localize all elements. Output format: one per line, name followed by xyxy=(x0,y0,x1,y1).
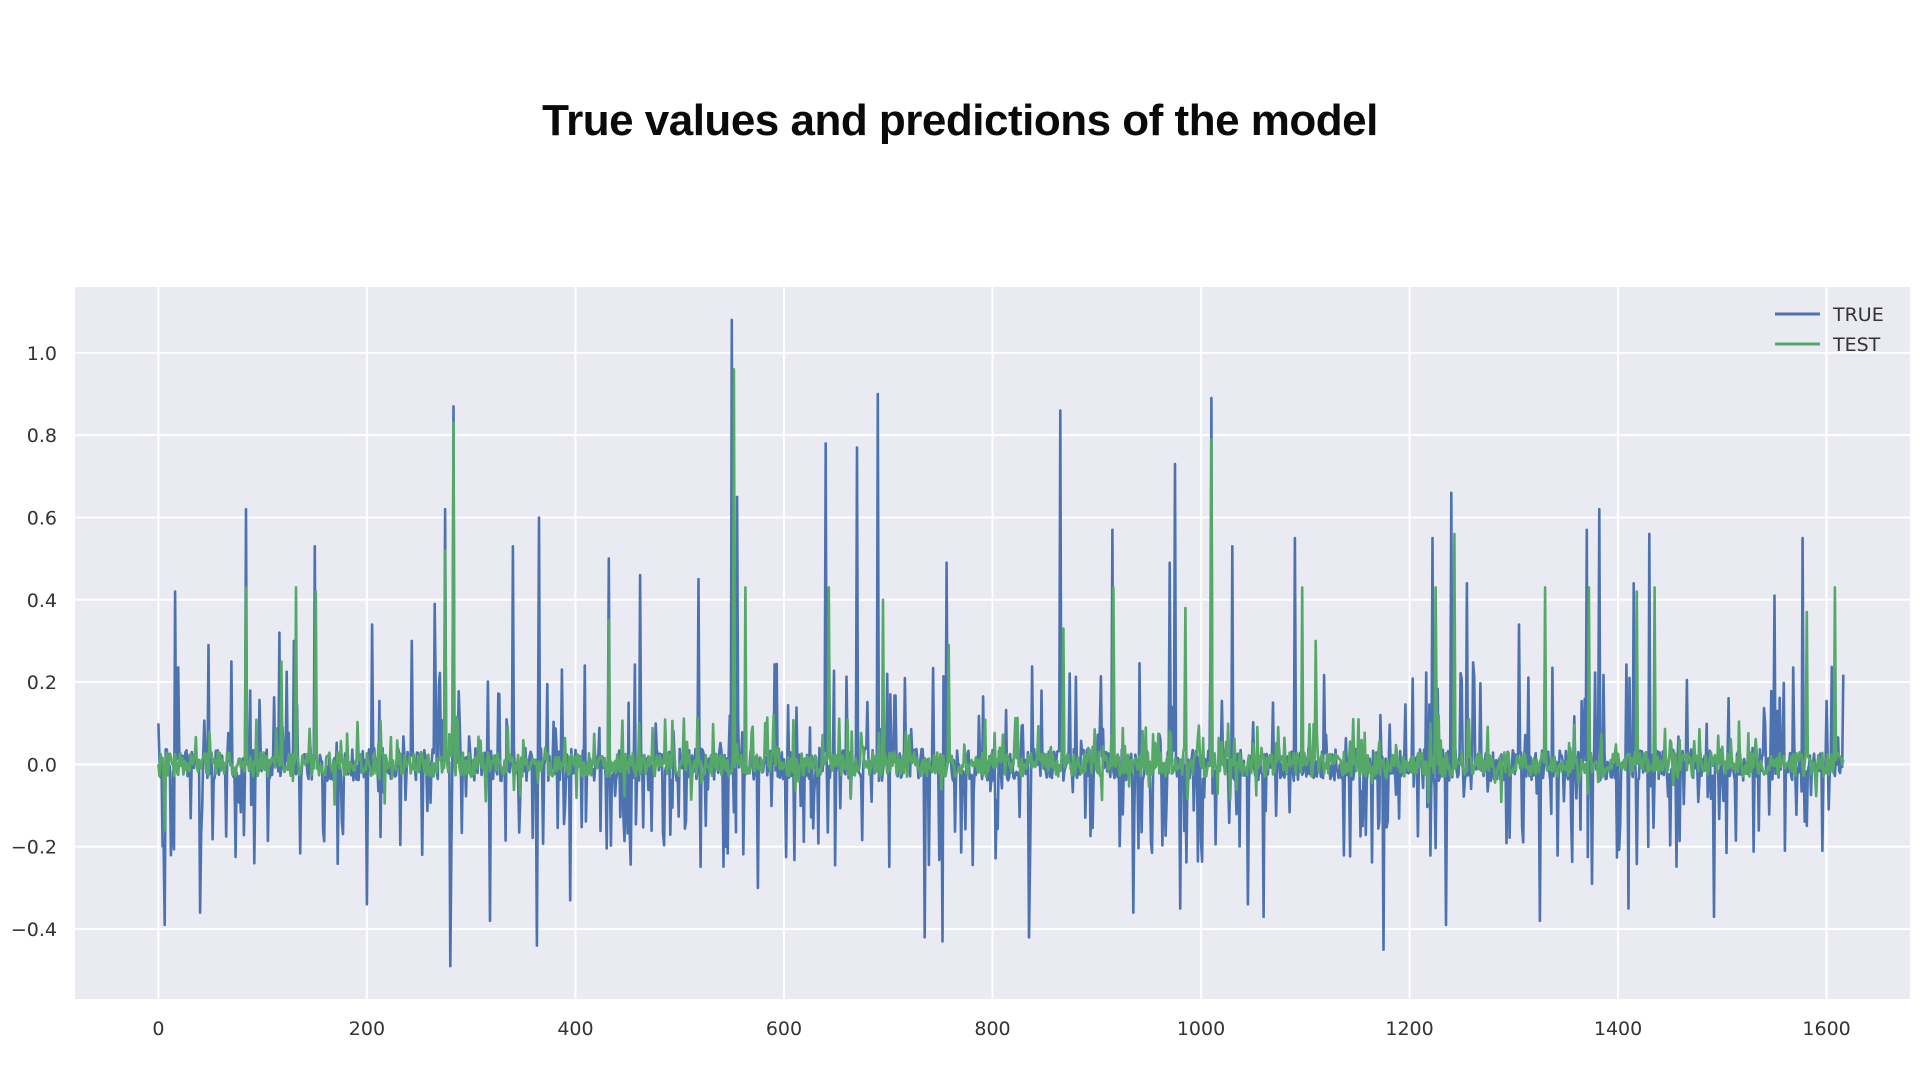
legend-label-true: TRUE xyxy=(1832,304,1884,326)
y-tick-label: 0.2 xyxy=(27,672,57,694)
legend-label-test: TEST xyxy=(1832,334,1881,356)
x-tick-label: 0 xyxy=(152,1018,164,1040)
x-tick-label: 800 xyxy=(974,1018,1010,1040)
y-tick-label: 0.4 xyxy=(27,590,57,612)
x-tick-label: 200 xyxy=(349,1018,385,1040)
y-tick-label: −0.4 xyxy=(11,919,57,941)
x-tick-label: 1200 xyxy=(1385,1018,1433,1040)
x-tick-label: 1600 xyxy=(1802,1018,1850,1040)
x-tick-label: 600 xyxy=(766,1018,802,1040)
x-axis: 0 200 400 600 800 1000 1200 1400 1600 xyxy=(152,1018,1850,1040)
y-tick-label: 0.6 xyxy=(27,507,57,529)
y-tick-label: 0.0 xyxy=(27,754,57,776)
y-tick-label: −0.2 xyxy=(11,837,57,859)
page-title: True values and predictions of the model xyxy=(542,96,1378,145)
x-tick-label: 1000 xyxy=(1177,1018,1225,1040)
x-tick-label: 400 xyxy=(557,1018,593,1040)
legend: TRUE TEST xyxy=(1775,304,1884,356)
y-axis: −0.4 −0.2 0.0 0.2 0.4 0.6 0.8 1.0 xyxy=(11,343,57,941)
y-tick-label: 0.8 xyxy=(27,425,57,447)
y-tick-label: 1.0 xyxy=(27,343,57,365)
x-tick-label: 1400 xyxy=(1594,1018,1642,1040)
series-layer xyxy=(157,318,1845,968)
series-line-test xyxy=(157,368,1845,832)
